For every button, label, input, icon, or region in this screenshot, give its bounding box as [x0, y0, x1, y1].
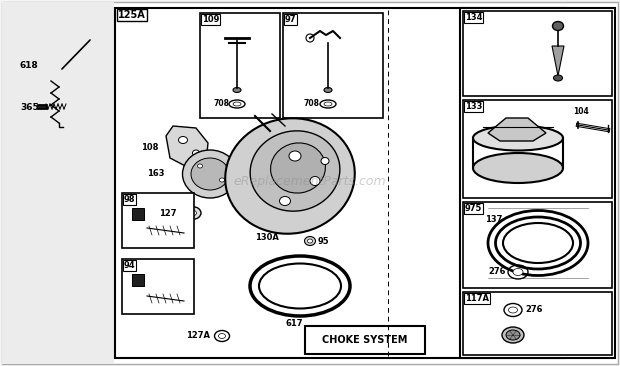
FancyBboxPatch shape [305, 326, 425, 354]
Text: 94: 94 [124, 261, 136, 270]
Text: 95: 95 [318, 236, 330, 246]
Bar [463, 11, 612, 96]
Bar [115, 8, 565, 358]
Ellipse shape [552, 22, 564, 30]
Ellipse shape [233, 102, 241, 106]
Ellipse shape [187, 210, 197, 216]
Ellipse shape [218, 333, 226, 339]
Polygon shape [488, 118, 546, 141]
Polygon shape [166, 126, 208, 170]
Ellipse shape [233, 87, 241, 93]
Ellipse shape [179, 137, 187, 143]
Ellipse shape [225, 118, 355, 234]
Text: 108: 108 [141, 143, 158, 153]
Text: 276: 276 [525, 306, 542, 314]
Text: 133: 133 [465, 102, 482, 111]
Ellipse shape [554, 75, 562, 81]
Ellipse shape [198, 164, 203, 168]
Ellipse shape [280, 197, 291, 205]
Ellipse shape [308, 239, 312, 243]
Ellipse shape [513, 269, 523, 276]
Bar [2, 2, 114, 364]
Bar [122, 193, 194, 248]
Text: 708: 708 [213, 100, 229, 108]
Bar [463, 202, 612, 288]
Text: CHOKE SYSTEM: CHOKE SYSTEM [322, 335, 408, 345]
Bar [463, 100, 612, 198]
Text: eReplacementParts.com: eReplacementParts.com [234, 175, 386, 187]
Ellipse shape [304, 236, 316, 246]
Ellipse shape [502, 327, 524, 343]
Bar [200, 13, 280, 118]
Text: 365: 365 [20, 104, 38, 112]
Text: 708: 708 [304, 100, 320, 108]
Text: 618: 618 [20, 61, 38, 71]
Ellipse shape [324, 102, 332, 106]
Ellipse shape [508, 307, 518, 313]
Text: 104: 104 [573, 108, 589, 116]
Text: 127: 127 [159, 209, 177, 217]
Text: 98: 98 [124, 195, 136, 204]
Ellipse shape [495, 217, 580, 269]
Ellipse shape [191, 158, 229, 190]
Text: 130A: 130A [255, 234, 279, 243]
Ellipse shape [473, 126, 563, 150]
Polygon shape [552, 46, 564, 76]
Ellipse shape [182, 150, 237, 198]
Text: 117A: 117A [465, 294, 489, 303]
Text: 97: 97 [285, 15, 296, 24]
Text: 125A: 125A [118, 10, 146, 20]
Ellipse shape [192, 150, 200, 156]
Ellipse shape [270, 143, 326, 193]
Text: 109: 109 [202, 15, 219, 24]
Bar [122, 259, 194, 314]
Bar [463, 292, 612, 355]
Text: 127A: 127A [186, 332, 210, 340]
Bar [132, 208, 144, 220]
Ellipse shape [321, 157, 329, 164]
Ellipse shape [259, 264, 341, 309]
Text: 163: 163 [148, 169, 165, 179]
Ellipse shape [506, 330, 520, 340]
Ellipse shape [289, 151, 301, 161]
Ellipse shape [183, 206, 201, 220]
Ellipse shape [473, 153, 563, 183]
Text: 276: 276 [489, 268, 506, 276]
Bar [283, 13, 383, 118]
Text: 975: 975 [465, 204, 482, 213]
Text: 134: 134 [465, 13, 482, 22]
Ellipse shape [250, 131, 340, 211]
Bar [460, 8, 615, 358]
Bar [132, 274, 144, 286]
Text: 617: 617 [285, 320, 303, 329]
Ellipse shape [310, 176, 320, 186]
Ellipse shape [219, 178, 224, 182]
Ellipse shape [324, 87, 332, 93]
Circle shape [306, 34, 314, 42]
Text: 137: 137 [485, 216, 502, 224]
